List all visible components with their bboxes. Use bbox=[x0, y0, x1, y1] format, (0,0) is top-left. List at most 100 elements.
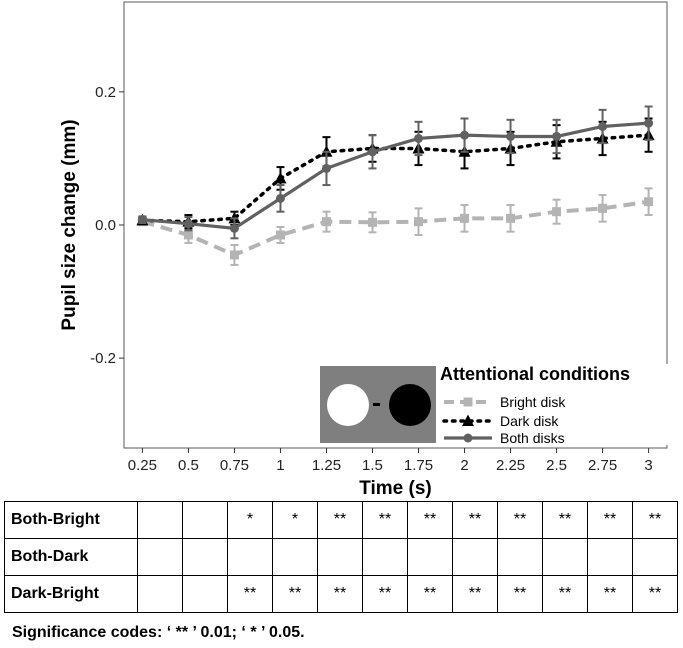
significance-table-body: Both-Bright * * ** ** ** ** ** ** ** ** Both-Dark Da… bbox=[4, 501, 678, 613]
significance-cell: ** bbox=[317, 501, 363, 539]
data-point bbox=[183, 219, 193, 229]
data-point bbox=[367, 147, 377, 157]
significance-cell bbox=[137, 501, 183, 539]
stimulus-illustration bbox=[320, 366, 436, 443]
x-tick-label: 0.75 bbox=[220, 457, 249, 474]
data-point bbox=[321, 217, 331, 227]
data-point bbox=[598, 121, 608, 131]
legend-entry: Dark disk bbox=[442, 413, 559, 429]
x-tick-label: 1 bbox=[276, 457, 284, 474]
x-tick-label: 2.25 bbox=[496, 457, 525, 474]
significance-cell: ** bbox=[227, 575, 273, 613]
data-point bbox=[414, 133, 424, 143]
significance-cell: ** bbox=[542, 575, 588, 613]
significance-cell: ** bbox=[542, 501, 588, 539]
significance-cell bbox=[227, 538, 273, 576]
significance-cell bbox=[407, 538, 453, 576]
significance-cell: ** bbox=[407, 575, 453, 613]
series-line bbox=[140, 133, 651, 224]
data-point bbox=[229, 223, 239, 233]
x-tick-label: 1.75 bbox=[404, 457, 433, 474]
significance-cell bbox=[137, 538, 183, 576]
significance-cell: ** bbox=[632, 575, 678, 613]
data-point bbox=[274, 171, 287, 184]
series-both-disks bbox=[137, 105, 654, 240]
significance-cell: ** bbox=[587, 501, 633, 539]
data-point bbox=[552, 207, 562, 217]
significance-cell: ** bbox=[632, 501, 678, 539]
data-point bbox=[460, 213, 470, 223]
data-point bbox=[644, 118, 654, 128]
significance-cell bbox=[497, 538, 543, 576]
x-tick-label: 3 bbox=[644, 457, 652, 474]
significance-cell bbox=[272, 538, 318, 576]
significance-note: Significance codes: ‘ ** ’ 0.01; ‘ * ’ 0… bbox=[12, 624, 305, 641]
table-row: Both-Bright * * ** ** ** ** ** ** ** ** bbox=[4, 501, 678, 539]
significance-cell: * bbox=[227, 501, 273, 539]
significance-cell bbox=[182, 538, 228, 576]
x-tick-label: 1.5 bbox=[362, 457, 383, 474]
significance-cell: ** bbox=[587, 575, 633, 613]
y-tick-label: 0.2 bbox=[95, 84, 116, 101]
data-point bbox=[275, 193, 285, 203]
bright-disk-icon bbox=[327, 384, 369, 426]
dark-disk-icon bbox=[389, 384, 431, 426]
significance-cell bbox=[362, 538, 408, 576]
data-point bbox=[644, 197, 654, 207]
legend-entry: Both disks bbox=[444, 430, 565, 446]
data-point bbox=[506, 131, 516, 141]
significance-cell: ** bbox=[362, 575, 408, 613]
significance-cell bbox=[182, 501, 228, 539]
y-tick-label: -0.2 bbox=[90, 350, 116, 367]
series-layer bbox=[136, 105, 655, 266]
legend: Attentional conditions Bright disk Dark d… bbox=[318, 364, 672, 446]
x-tick-label: 0.25 bbox=[128, 457, 157, 474]
significance-table: Both-Bright * * ** ** ** ** ** ** ** ** Both-Dark Da… bbox=[4, 501, 678, 613]
data-point bbox=[183, 230, 193, 240]
data-point bbox=[552, 131, 562, 141]
significance-cell: ** bbox=[497, 575, 543, 613]
x-tick-label: 2 bbox=[460, 457, 468, 474]
significance-cell bbox=[137, 575, 183, 613]
significance-cell bbox=[317, 538, 363, 576]
x-axis-title: Time (s) bbox=[359, 478, 432, 499]
legend-swatch-marker bbox=[462, 414, 474, 426]
table-row: Both-Dark bbox=[4, 538, 678, 576]
significance-cell: ** bbox=[452, 501, 498, 539]
legend-title: Attentional conditions bbox=[440, 364, 630, 384]
data-point bbox=[137, 215, 147, 225]
significance-cell bbox=[632, 538, 678, 576]
significance-cell: ** bbox=[407, 501, 453, 539]
row-label: Both-Dark bbox=[4, 538, 138, 576]
data-point bbox=[460, 130, 470, 140]
row-label: Both-Bright bbox=[4, 501, 138, 539]
x-tick-label: 2.5 bbox=[546, 457, 567, 474]
data-point bbox=[229, 250, 239, 260]
significance-cell bbox=[452, 538, 498, 576]
y-axis-title: Pupil size change (mm) bbox=[59, 119, 80, 330]
data-point bbox=[275, 230, 285, 240]
significance-cell bbox=[542, 538, 588, 576]
significance-cell: ** bbox=[272, 575, 318, 613]
legend-swatch-marker bbox=[463, 397, 473, 407]
x-tick-label: 0.5 bbox=[178, 457, 199, 474]
data-point bbox=[506, 213, 516, 223]
legend-label: Both disks bbox=[500, 430, 565, 446]
row-label: Dark-Bright bbox=[4, 575, 138, 613]
significance-cell bbox=[182, 575, 228, 613]
table-row: Dark-Bright ** ** ** ** ** ** ** ** ** ** bbox=[4, 575, 678, 613]
x-tick-label: 2.75 bbox=[588, 457, 617, 474]
data-point bbox=[321, 163, 331, 173]
series-line bbox=[142, 121, 649, 230]
legend-label: Bright disk bbox=[500, 394, 566, 410]
fixation-point-icon bbox=[373, 403, 380, 406]
pupil-size-chart: -0.2 0.0 0.2 0.25 0.5 0.75 1 1.25 1.5 1.75 2 2.25 2.… bbox=[59, 1, 672, 499]
significance-cell: ** bbox=[362, 501, 408, 539]
data-point bbox=[367, 217, 377, 227]
y-tick-label: 0.0 bbox=[95, 217, 116, 234]
significance-cell: * bbox=[272, 501, 318, 539]
significance-cell: ** bbox=[497, 501, 543, 539]
significance-cell: ** bbox=[452, 575, 498, 613]
significance-cell: ** bbox=[317, 575, 363, 613]
